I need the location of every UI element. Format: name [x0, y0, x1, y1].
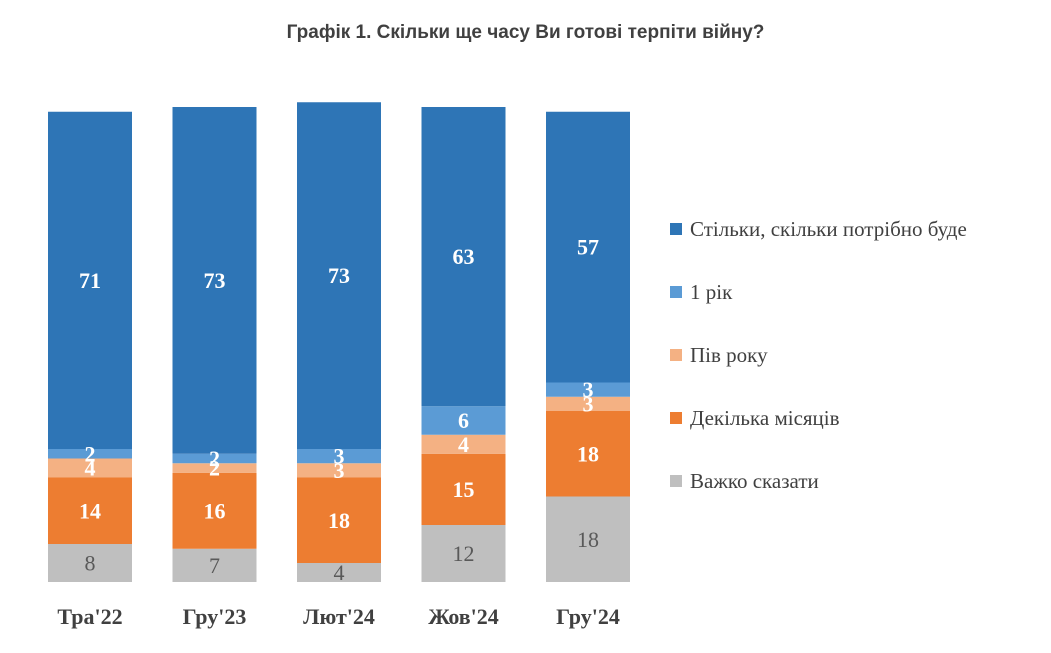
- bar-segment-лют-24-2: [297, 463, 381, 478]
- data-label-гру-23-3: 2: [209, 446, 220, 471]
- legend-item: Декілька місяців: [670, 406, 840, 430]
- data-label-гру-23-4: 73: [204, 268, 226, 293]
- legend-swatch: [670, 412, 682, 424]
- bar-segment-лют-24-3: [297, 449, 381, 464]
- legend-item: Стільки, скільки потрібно буде: [670, 217, 967, 241]
- legend-label: Пів року: [690, 343, 768, 367]
- bar-segment-лют-24-0: [297, 563, 381, 582]
- bar-segment-тра-22-3: [48, 449, 132, 459]
- bar-segment-гру-24-0: [546, 496, 630, 582]
- data-label-жов-24-0: 12: [453, 541, 475, 566]
- bar-segment-гру-24-1: [546, 411, 630, 497]
- data-label-жов-24-2: 4: [458, 432, 469, 457]
- data-label-жов-24-3: 6: [458, 408, 469, 433]
- data-label-гру-23-2: 2: [209, 456, 220, 481]
- legend-item: Важко сказати: [670, 469, 819, 493]
- bar-segment-гру-23-0: [172, 548, 257, 582]
- legend-label: Декілька місяців: [690, 406, 840, 430]
- data-label-гру-24-4: 57: [577, 235, 599, 260]
- bar-segment-жов-24-2: [421, 434, 506, 454]
- legend-item: Пів року: [670, 343, 768, 367]
- data-label-гру-24-3: 3: [583, 377, 594, 402]
- data-label-лют-24-4: 73: [328, 263, 350, 288]
- data-label-лют-24-0: 4: [334, 560, 345, 585]
- bar-segment-тра-22-2: [48, 458, 132, 478]
- legend-label: 1 рік: [690, 280, 733, 304]
- data-label-жов-24-1: 15: [453, 477, 475, 502]
- data-label-лют-24-3: 3: [334, 444, 345, 469]
- x-tick-label: Лют'24: [303, 604, 375, 629]
- bar-segment-гру-24-2: [546, 396, 630, 411]
- x-tick-label: Гру'23: [183, 604, 247, 629]
- legend-swatch: [670, 349, 682, 361]
- data-label-жов-24-4: 63: [453, 244, 475, 269]
- legend-swatch: [670, 475, 682, 487]
- data-label-гру-23-1: 16: [204, 498, 226, 523]
- bar-segment-гру-24-4: [546, 111, 630, 383]
- bar-segment-гру-24-3: [546, 382, 630, 397]
- legend: Стільки, скільки потрібно буде 1 рік Пів р…: [670, 217, 967, 493]
- data-label-гру-23-0: 7: [209, 553, 220, 578]
- data-label-тра-22-0: 8: [85, 551, 96, 576]
- legend-swatch: [670, 223, 682, 235]
- bar-segment-лют-24-4: [297, 102, 381, 449]
- bar-segment-гру-23-3: [172, 453, 257, 464]
- bar-segment-гру-23-4: [172, 107, 257, 454]
- data-label-тра-22-3: 2: [85, 441, 96, 466]
- bar-segment-жов-24-3: [421, 406, 506, 435]
- legend-label: Важко сказати: [690, 469, 819, 493]
- data-label-гру-24-0: 18: [577, 527, 599, 552]
- x-tick-label: Тра'22: [57, 604, 122, 629]
- data-label-гру-24-1: 18: [577, 441, 599, 466]
- bar-segment-тра-22-1: [48, 477, 132, 544]
- chart-title: Графік 1. Скільки ще часу Ви готові терп…: [286, 22, 765, 43]
- bar-segment-жов-24-0: [421, 525, 506, 582]
- bars-layer: [48, 102, 630, 582]
- bar-segment-жов-24-1: [421, 453, 506, 525]
- legend-label: Стільки, скільки потрібно буде: [690, 217, 967, 241]
- data-label-тра-22-1: 14: [79, 498, 101, 523]
- bar-segment-гру-23-2: [172, 463, 257, 473]
- data-label-тра-22-4: 71: [79, 268, 101, 293]
- bar-segment-тра-22-4: [48, 111, 132, 449]
- x-axis-labels: Тра'22 Гру'23 Лют'24 Жов'24 Гру'24: [57, 604, 619, 629]
- legend-item: 1 рік: [670, 280, 733, 304]
- data-label-тра-22-2: 4: [85, 456, 96, 481]
- x-tick-label: Гру'24: [556, 604, 620, 629]
- data-label-лют-24-1: 18: [328, 508, 350, 533]
- data-label-гру-24-2: 3: [583, 391, 594, 416]
- data-label-лют-24-2: 3: [334, 458, 345, 483]
- legend-swatch: [670, 286, 682, 298]
- bar-segment-тра-22-0: [48, 544, 132, 582]
- x-tick-label: Жов'24: [428, 604, 499, 629]
- bar-segment-лют-24-1: [297, 477, 381, 563]
- bar-segment-жов-24-4: [421, 107, 506, 407]
- bar-segment-гру-23-1: [172, 472, 257, 549]
